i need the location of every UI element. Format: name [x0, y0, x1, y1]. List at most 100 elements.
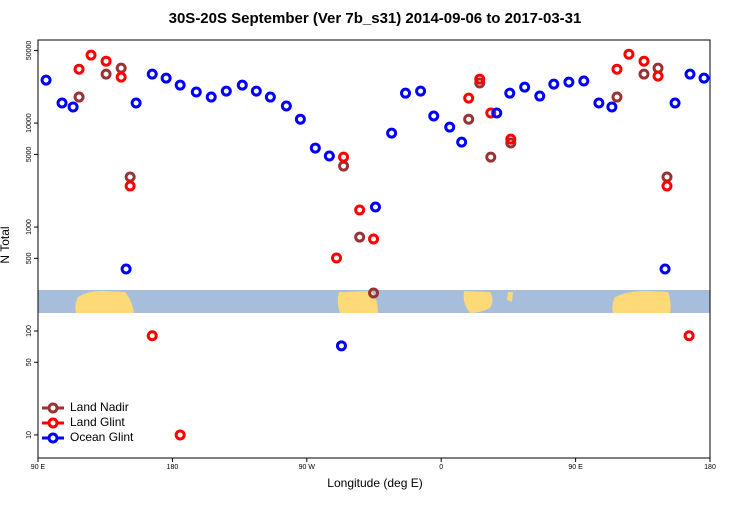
point: [335, 340, 347, 352]
point: [463, 113, 475, 125]
point: [505, 137, 517, 149]
point: [593, 97, 605, 109]
point: [294, 113, 306, 125]
point: [309, 142, 321, 154]
y-tick-label: 1000: [26, 219, 33, 235]
legend-label: Land Glint: [70, 415, 125, 429]
point: [491, 107, 503, 119]
point: [67, 101, 79, 113]
point: [623, 48, 635, 60]
point: [236, 79, 248, 91]
point: [661, 171, 673, 183]
point: [220, 85, 232, 97]
point: [463, 92, 475, 104]
x-tick-label: 0: [439, 464, 443, 471]
point: [124, 180, 136, 192]
point: [474, 73, 486, 85]
point: [190, 86, 202, 98]
point: [400, 87, 412, 99]
point: [659, 263, 671, 275]
point: [338, 151, 350, 163]
point: [331, 252, 343, 264]
legend-marker: [47, 432, 59, 444]
point: [338, 160, 350, 172]
point: [386, 127, 398, 139]
point: [698, 72, 710, 84]
point: [174, 79, 186, 91]
point: [115, 71, 127, 83]
x-tick-label: 180: [704, 464, 716, 471]
point: [250, 85, 262, 97]
x-tick-label: 90 E: [31, 464, 46, 471]
point: [652, 70, 664, 82]
plot-frame: [37, 39, 711, 459]
point: [354, 231, 366, 243]
y-tick-label: 5000: [26, 146, 33, 162]
point: [160, 72, 172, 84]
y-axis-label: N Total: [0, 226, 12, 263]
point: [669, 97, 681, 109]
y-tick-label: 100: [26, 325, 33, 337]
point: [519, 81, 531, 93]
x-axis-label: Longitude (deg E): [327, 476, 422, 490]
point: [428, 110, 440, 122]
point: [504, 87, 516, 99]
point: [85, 49, 97, 61]
point: [205, 91, 217, 103]
legend-label: Land Nadir: [70, 400, 129, 414]
point: [661, 180, 673, 192]
point: [146, 68, 158, 80]
y-tick-label: 500: [26, 252, 33, 264]
point: [56, 97, 68, 109]
point: [100, 55, 112, 67]
y-tick-label: 10: [26, 431, 33, 439]
point: [474, 77, 486, 89]
legend-marker: [47, 402, 59, 414]
point: [368, 287, 380, 299]
point: [280, 100, 292, 112]
point: [124, 171, 136, 183]
point: [505, 133, 517, 145]
point: [369, 201, 381, 213]
point: [606, 101, 618, 113]
point: [684, 68, 696, 80]
y-tick-label: 50: [26, 358, 33, 366]
x-tick-label: 90 W: [299, 464, 316, 471]
point: [683, 330, 695, 342]
point: [368, 233, 380, 245]
legend-label: Ocean Glint: [70, 430, 134, 444]
point: [485, 107, 497, 119]
point: [354, 204, 366, 216]
point: [100, 68, 112, 80]
point: [415, 85, 427, 97]
point: [146, 330, 158, 342]
point: [73, 63, 85, 75]
point: [534, 90, 546, 102]
point: [323, 150, 335, 162]
point: [40, 74, 52, 86]
point: [130, 97, 142, 109]
point: [115, 62, 127, 74]
point: [73, 91, 85, 103]
point: [548, 78, 560, 90]
point: [444, 121, 456, 133]
point: [485, 151, 497, 163]
point: [638, 55, 650, 67]
point: [264, 91, 276, 103]
x-tick-label: 180: [167, 464, 179, 471]
point: [578, 75, 590, 87]
y-tick-label: 50000: [26, 41, 33, 61]
point: [174, 429, 186, 441]
point: [611, 63, 623, 75]
point: [638, 68, 650, 80]
point: [563, 76, 575, 88]
legend-marker: [47, 417, 59, 429]
chart-title: 30S-20S September (Ver 7b_s31) 2014-09-0…: [169, 10, 582, 27]
x-tick-label: 90 E: [568, 464, 583, 471]
y-tick-label: 10000: [26, 113, 33, 133]
point: [456, 136, 468, 148]
map-strip: [38, 290, 710, 313]
point: [611, 91, 623, 103]
point: [120, 263, 132, 275]
